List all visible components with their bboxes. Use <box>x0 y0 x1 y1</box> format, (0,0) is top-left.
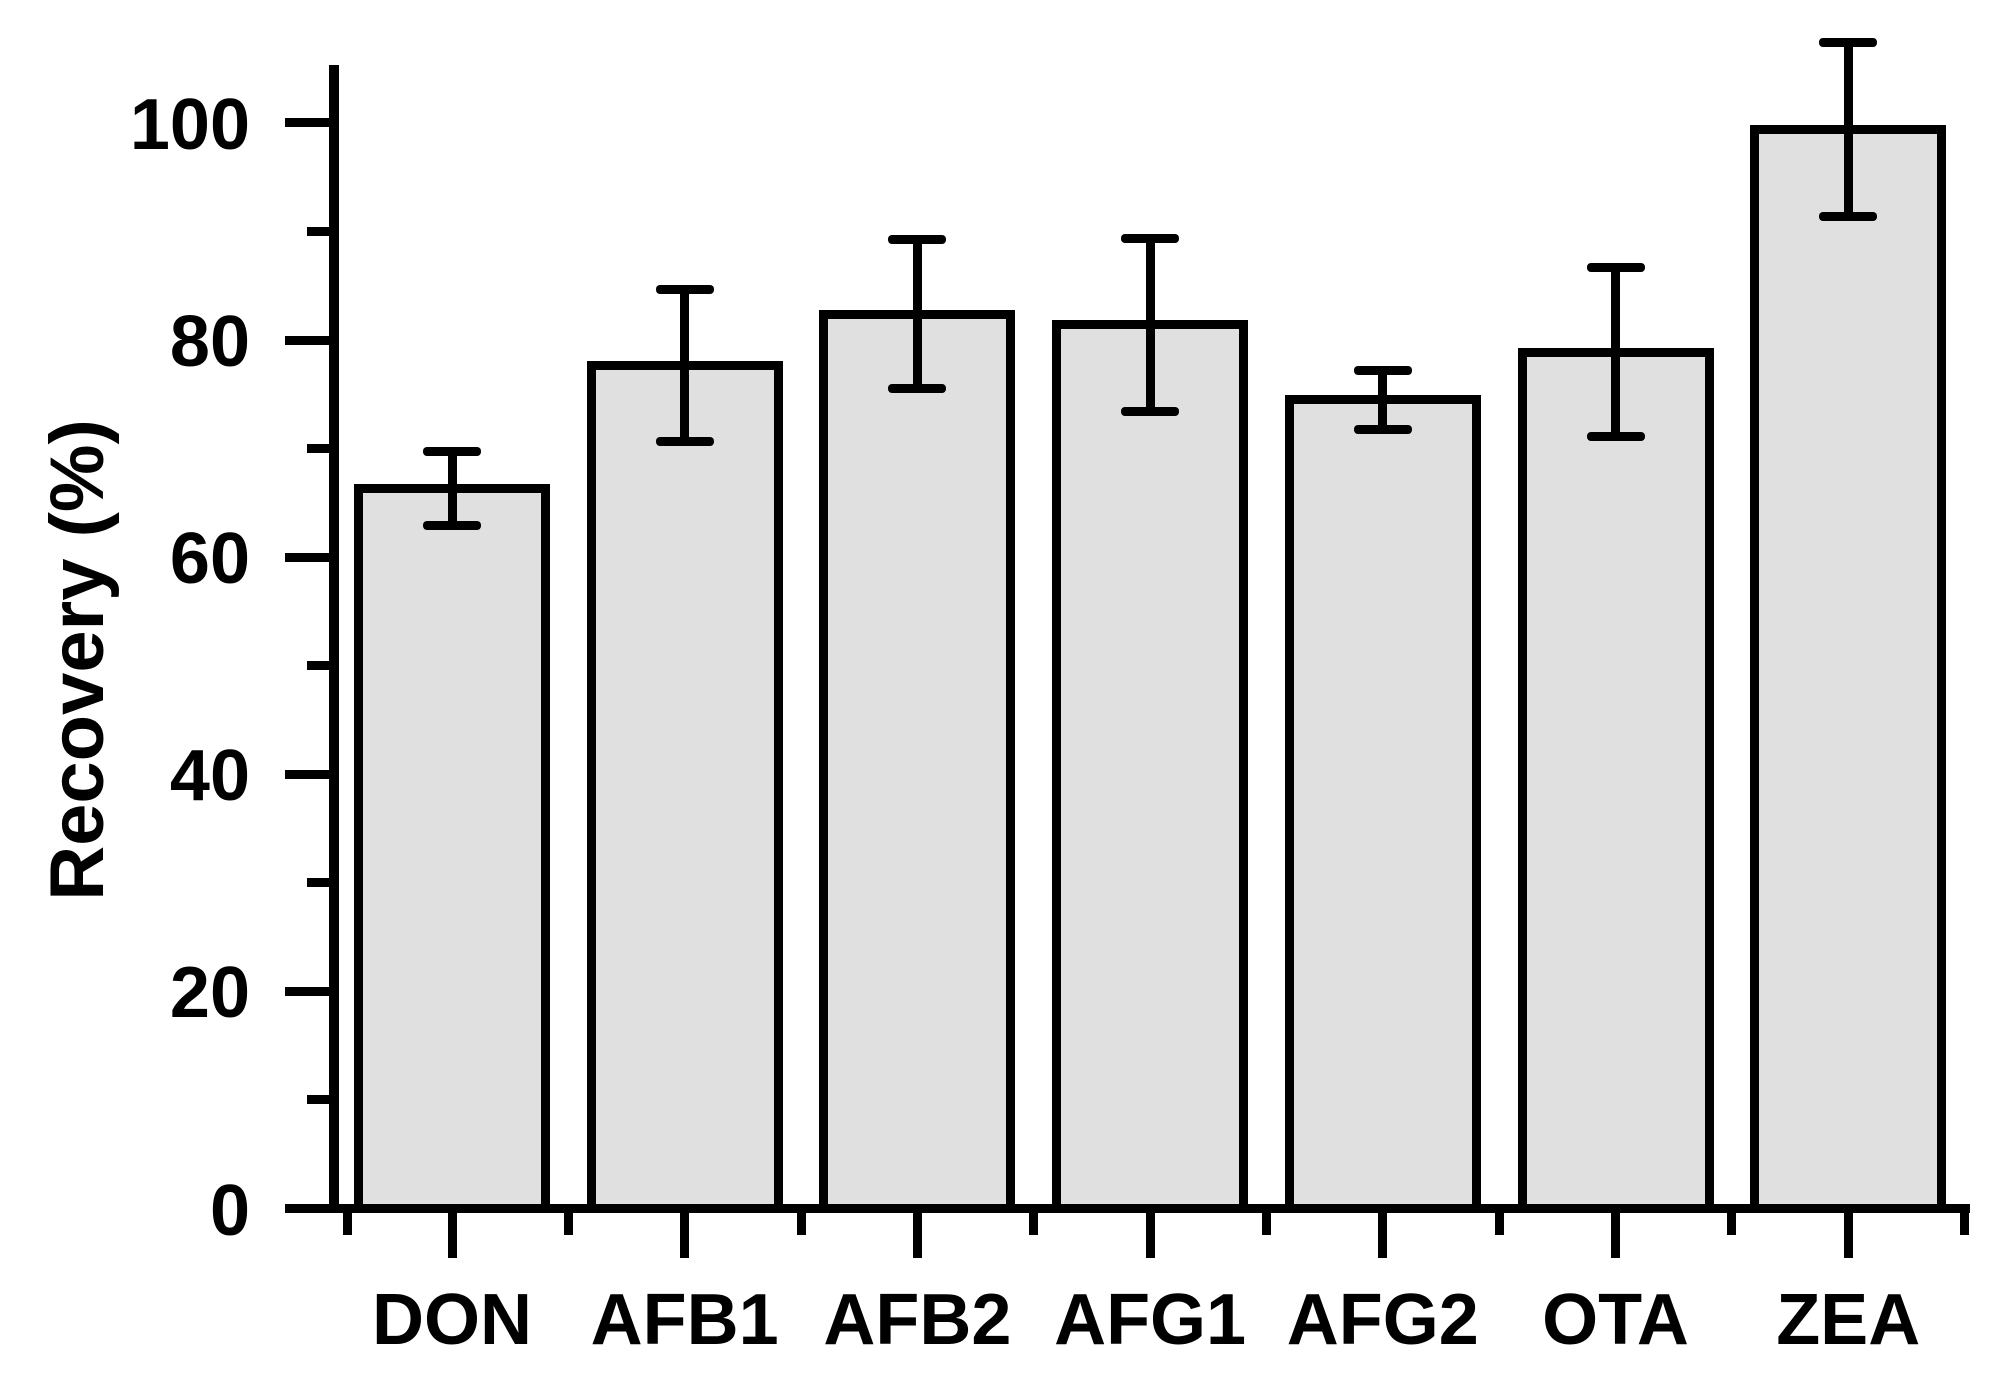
x-axis-minor-tick <box>563 1213 573 1235</box>
y-axis-line <box>329 65 339 1213</box>
x-axis-minor-tick <box>1261 1213 1271 1235</box>
y-axis-tick-label: 80 <box>169 302 250 382</box>
y-axis-major-tick <box>285 118 329 128</box>
x-axis-major-tick <box>447 1213 457 1258</box>
x-axis-minor-tick <box>796 1213 806 1235</box>
x-axis-major-tick <box>1145 1213 1155 1258</box>
bar-AFB1 <box>586 360 783 1213</box>
x-axis-major-tick <box>1843 1213 1853 1258</box>
x-axis-major-tick <box>912 1213 922 1258</box>
error-bar-bottom-cap-ZEA <box>1819 211 1878 221</box>
error-bar-line-AFG2 <box>1378 370 1388 429</box>
error-bar-top-cap-ZEA <box>1819 38 1878 48</box>
x-axis-minor-tick <box>1727 1213 1737 1235</box>
error-bar-top-cap-DON <box>423 447 481 457</box>
y-axis-minor-tick <box>307 878 329 888</box>
bar-AFB2 <box>819 309 1016 1213</box>
x-axis-minor-tick <box>1959 1213 1969 1235</box>
x-category-label-AFB2: AFB2 <box>823 1280 1012 1360</box>
x-category-label-AFB1: AFB1 <box>590 1280 779 1360</box>
error-bar-bottom-cap-OTA <box>1586 432 1645 442</box>
error-bar-top-cap-AFG2 <box>1353 365 1412 375</box>
error-bar-bottom-cap-AFG2 <box>1353 424 1412 434</box>
bar-ZEA <box>1750 124 1947 1213</box>
y-axis-minor-tick <box>307 227 329 236</box>
x-axis-minor-tick <box>1029 1213 1039 1235</box>
y-axis-minor-tick <box>307 444 329 454</box>
y-axis-tick-label: 60 <box>169 519 250 600</box>
bar-AFG1 <box>1052 320 1249 1213</box>
y-axis-minor-tick <box>307 661 329 671</box>
x-category-label-DON: DON <box>372 1280 532 1360</box>
y-axis-tick-label: 20 <box>169 953 250 1034</box>
y-axis-major-tick <box>285 986 329 996</box>
error-bar-top-cap-AFB2 <box>888 234 947 244</box>
x-axis-minor-tick <box>1494 1213 1504 1235</box>
bar-AFG2 <box>1284 395 1481 1213</box>
y-axis-major-tick <box>285 335 329 345</box>
x-category-label-AFG2: AFG2 <box>1286 1280 1479 1360</box>
x-axis-line <box>329 1204 1970 1213</box>
y-axis-minor-tick <box>307 1095 329 1105</box>
bar-DON <box>354 484 550 1213</box>
y-axis-tick-label: 0 <box>209 1170 250 1251</box>
error-bar-bottom-cap-AFG1 <box>1121 407 1180 417</box>
error-bar-line-AFB1 <box>680 289 690 441</box>
error-bar-top-cap-AFB1 <box>655 284 714 294</box>
error-bar-line-ZEA <box>1843 42 1853 217</box>
error-bar-bottom-cap-AFB2 <box>888 384 947 394</box>
error-bar-bottom-cap-AFB1 <box>655 436 714 446</box>
error-bar-line-AFG1 <box>1145 238 1155 412</box>
y-axis-tick-label: 40 <box>169 736 250 817</box>
bar-OTA <box>1517 347 1714 1213</box>
y-axis-major-tick <box>285 769 329 779</box>
error-bar-bottom-cap-DON <box>423 521 481 531</box>
error-bar-top-cap-OTA <box>1586 262 1645 272</box>
y-axis-major-tick <box>285 1204 329 1213</box>
x-category-label-OTA: OTA <box>1542 1280 1689 1360</box>
y-axis-major-tick <box>285 552 329 562</box>
x-category-label-ZEA: ZEA <box>1776 1280 1921 1360</box>
y-axis-title: Recovery (%) <box>35 419 120 901</box>
x-axis-major-tick <box>680 1213 690 1258</box>
error-bar-line-OTA <box>1611 267 1620 437</box>
y-axis-tick-label: 100 <box>129 84 250 165</box>
x-axis-minor-tick <box>342 1213 352 1235</box>
x-axis-major-tick <box>1611 1213 1620 1258</box>
error-bar-top-cap-AFG1 <box>1121 233 1180 243</box>
x-category-label-AFG1: AFG1 <box>1054 1280 1247 1360</box>
error-bar-line-DON <box>447 451 457 526</box>
error-bar-line-AFB2 <box>912 239 922 389</box>
x-axis-major-tick <box>1378 1213 1388 1258</box>
